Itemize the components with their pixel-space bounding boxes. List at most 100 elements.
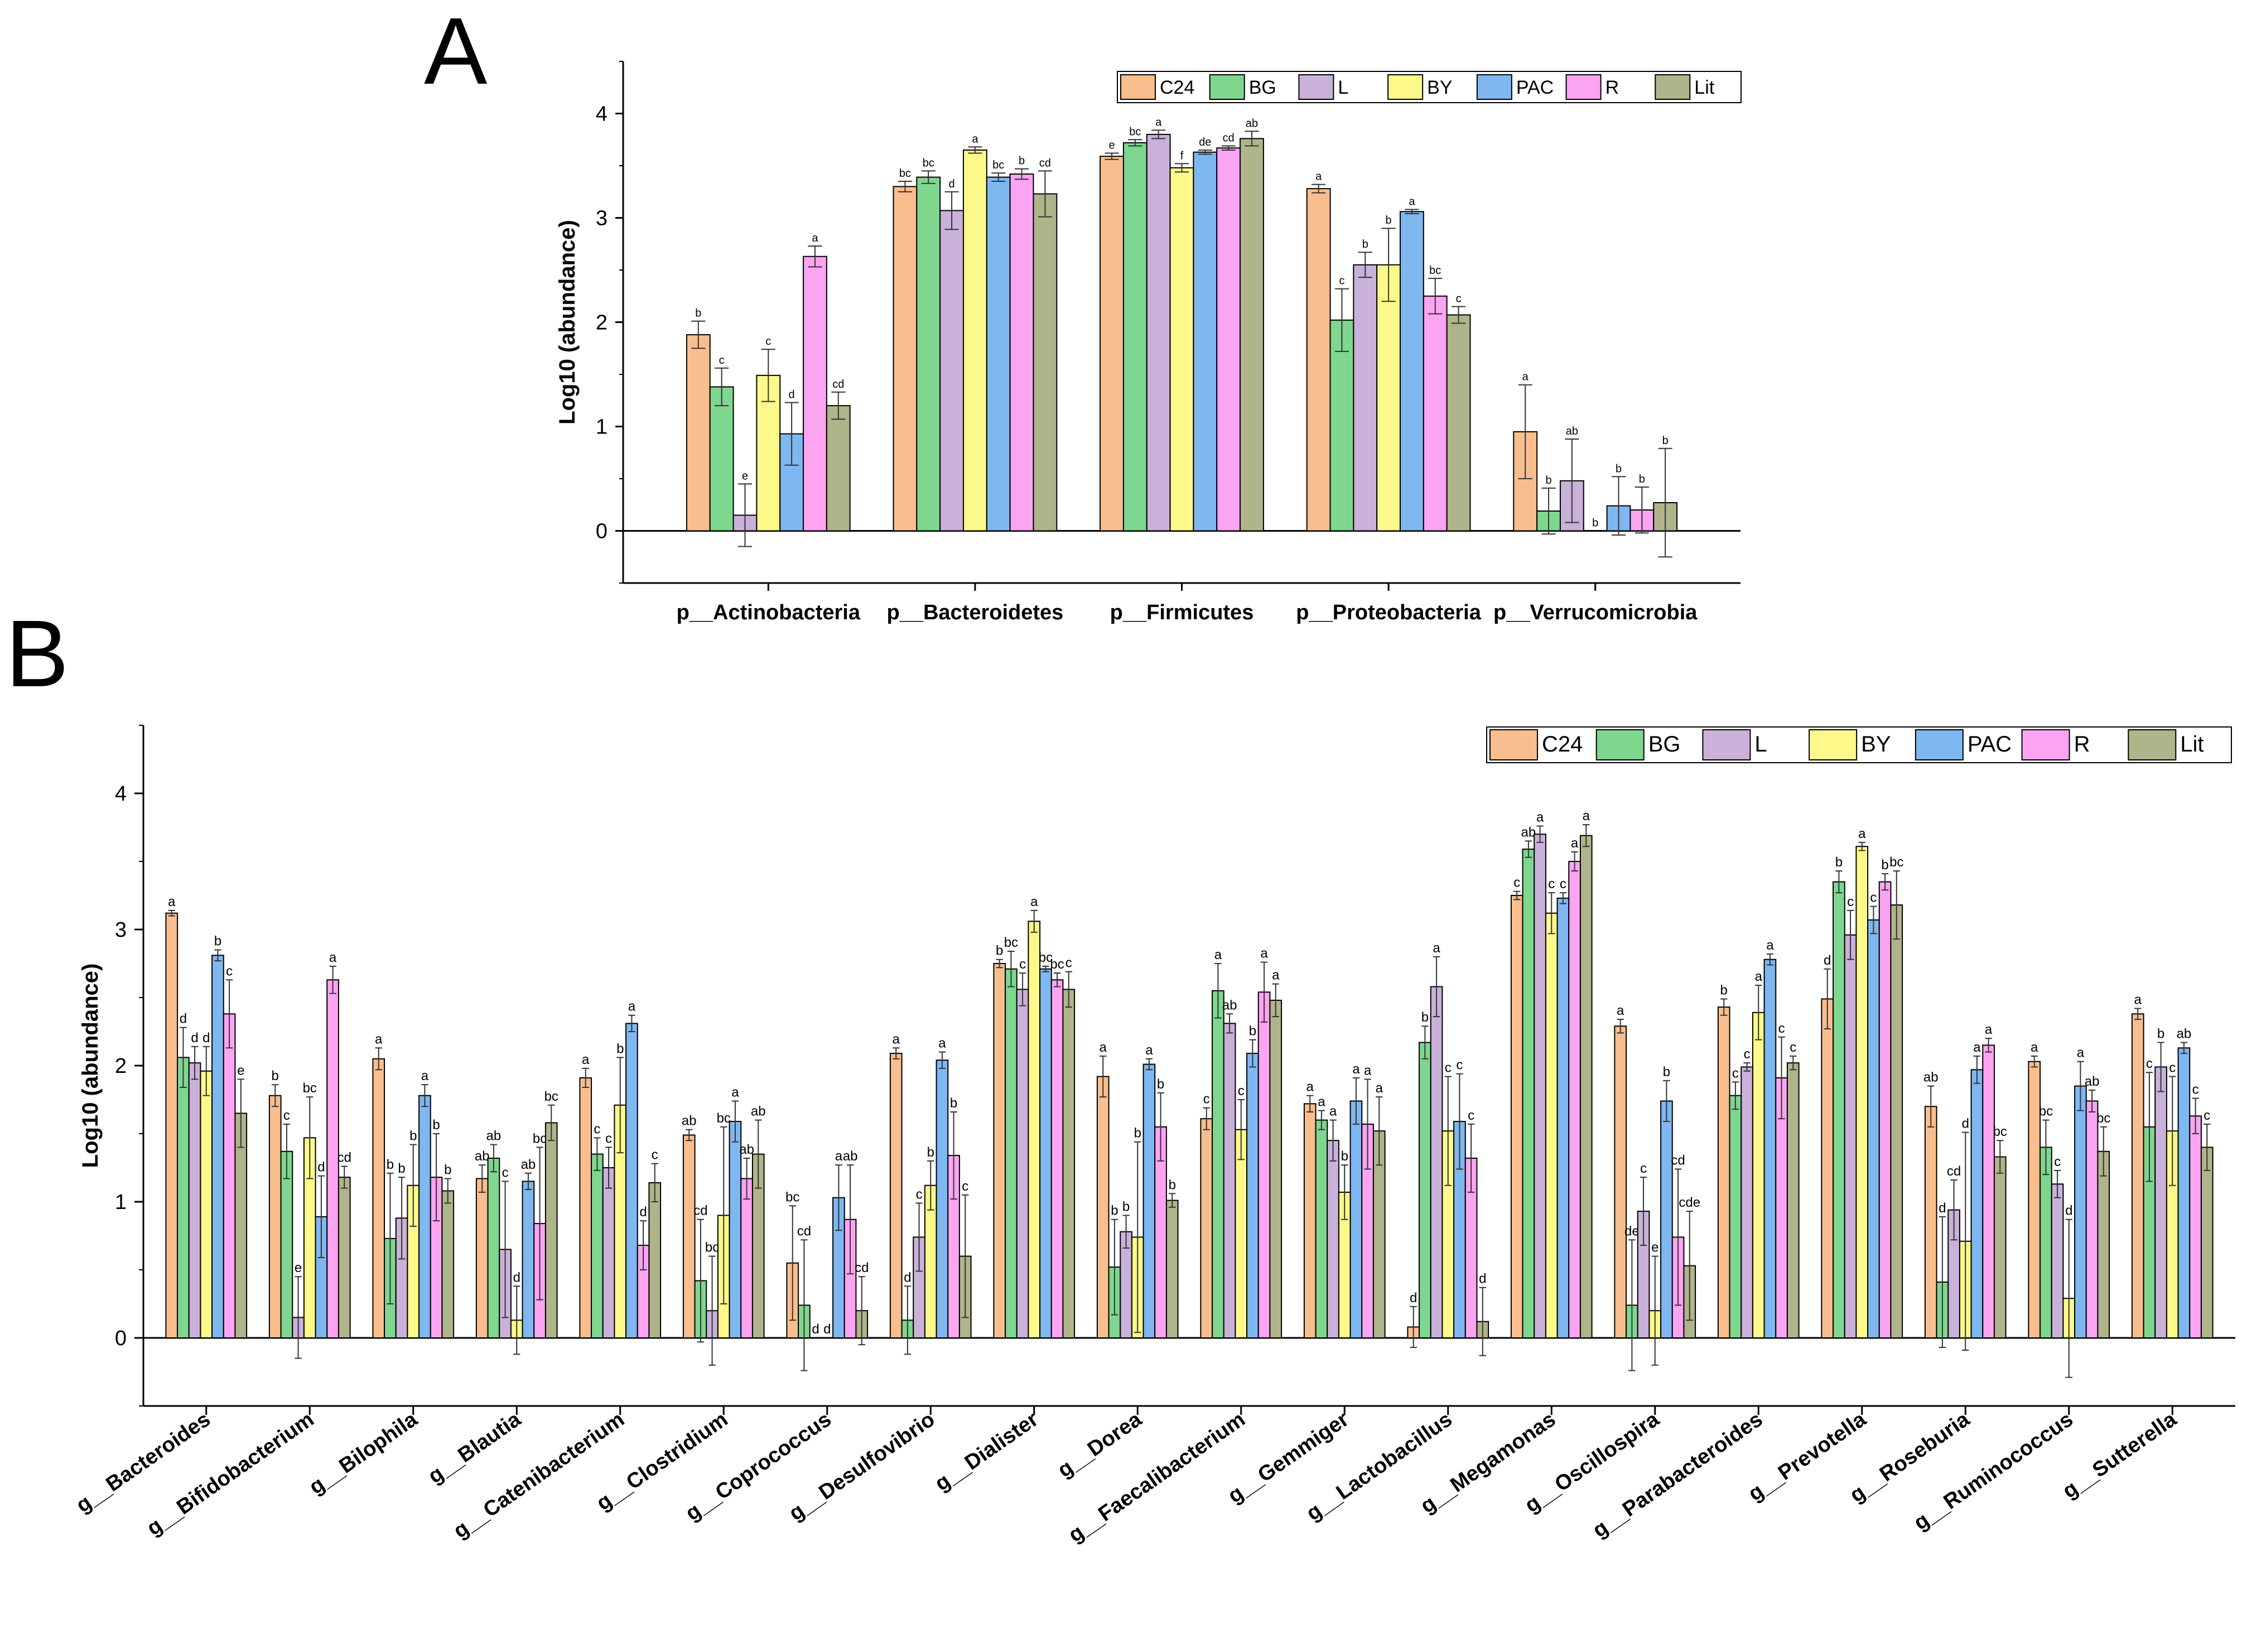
sig-letter-a-p-actinobacteria-lit: cd (832, 378, 844, 391)
bar-b-g-bacteroides-by (200, 1070, 213, 1338)
sig-letter-b-g-blautia-bg: ab (486, 1129, 502, 1144)
bar-b-g-blautia-c24 (475, 1178, 489, 1339)
y-tick-label-b-0: 0 (115, 1327, 127, 1350)
sig-letter-b-g-roseburia-lit: bc (1993, 1124, 2007, 1139)
sig-letter-b-g-dorea-l: b (1122, 1199, 1130, 1214)
bar-b-g-ruminococcus-pac (2074, 1085, 2087, 1338)
category-label-a-p-verrucomicrobia: p__Verrucomicrobia (1493, 601, 1698, 624)
legend-label-a-c24: C24 (1160, 77, 1194, 98)
bar-a-p-firmicutes-by (1169, 167, 1194, 532)
sig-letter-a-p-actinobacteria-l: e (742, 470, 748, 482)
sig-letter-b-g-roseburia-by: d (1962, 1116, 1969, 1131)
sig-letter-b-g-catenibacterium-pac: a (628, 999, 636, 1014)
sig-letter-a-p-firmicutes-r: cd (1223, 132, 1235, 144)
bar-b-g-prevotella-r (1878, 881, 1892, 1338)
bar-b-g-roseburia-r (1982, 1044, 1995, 1338)
bar-b-g-ruminococcus-c24 (2028, 1061, 2041, 1339)
sig-letter-b-g-desulfovibrio-r: b (950, 1096, 957, 1111)
sig-letter-a-p-actinobacteria-r: a (812, 232, 818, 244)
legend-label-b-by: BY (1861, 732, 1891, 757)
sig-letter-a-p-verrucomicrobia-l: ab (1566, 425, 1578, 437)
sig-letter-b-g-parabacteroides-lit: c (1790, 1040, 1796, 1055)
sig-letter-a-p-bacteroidetes-bg: bc (923, 157, 934, 169)
sig-letter-b-g-catenibacterium-bg: c (594, 1121, 600, 1136)
bar-a-p-firmicutes-bg (1122, 142, 1147, 532)
bar-b-g-desulfovibrio-c24 (889, 1053, 903, 1339)
bar-b-g-desulfovibrio-pac (936, 1059, 949, 1338)
sig-letter-b-g-dialister-by: a (1030, 894, 1038, 909)
bar-b-g-bacteroides-l (188, 1062, 201, 1338)
sig-letter-b-g-roseburia-l: cd (1947, 1164, 1961, 1179)
sig-letter-b-g-desulfovibrio-lit: c (962, 1179, 968, 1194)
sig-letter-b-g-bifidobacterium-bg: c (283, 1108, 290, 1123)
sig-letter-a-p-firmicutes-pac: de (1199, 136, 1211, 148)
legend-label-a-by: BY (1427, 77, 1452, 98)
sig-letter-a-p-actinobacteria-bg: c (719, 354, 725, 367)
sig-letter-b-g-blautia-r: bc (533, 1131, 547, 1146)
y-tick-label-b-1: 1 (115, 1191, 127, 1214)
sig-letter-b-g-coprococcus-lit: cd (855, 1260, 869, 1275)
sig-letter-b-g-sutterella-r: c (2192, 1082, 2199, 1097)
sig-letter-b-g-clostridium-r: ab (739, 1142, 754, 1157)
sig-letter-a-p-proteobacteria-lit: c (1456, 292, 1462, 305)
bar-b-g-prevotella-pac (1867, 919, 1880, 1339)
legend-swatch-a-by (1387, 74, 1424, 100)
bar-b-g-ruminococcus-bg (2040, 1147, 2052, 1338)
sig-letter-b-g-coprococcus-by: d (823, 1322, 831, 1337)
sig-letter-b-g-oscillospira-pac: b (1663, 1065, 1670, 1080)
sig-letter-b-g-lactobacillus-c24: d (1410, 1290, 1417, 1306)
legend-label-a-bg: BG (1249, 77, 1276, 98)
sig-letter-b-g-bilophila-pac: a (421, 1068, 429, 1083)
sig-letter-b-g-megamonas-bg: ab (1521, 825, 1536, 840)
bar-b-g-dialister-bg (1005, 968, 1018, 1338)
bar-b-g-parabacteroides-l (1740, 1066, 1753, 1338)
bar-a-p-actinobacteria-lit (826, 405, 851, 532)
category-label-b-g-sutterella: g__Sutterella (2058, 1407, 2181, 1503)
sig-letter-a-p-proteobacteria-c24: a (1315, 171, 1322, 183)
sig-letter-b-g-gemmiger-pac: a (1352, 1062, 1360, 1077)
sig-letter-b-g-dorea-r: b (1157, 1077, 1164, 1092)
category-label-a-p-bacteroidetes: p__Bacteroidetes (886, 601, 1063, 624)
sig-letter-b-g-bacteroides-c24: a (168, 894, 176, 909)
sig-letter-b-g-oscillospira-r: cd (1671, 1153, 1685, 1168)
bar-b-g-dorea-lit (1165, 1200, 1179, 1339)
bar-b-g-gemmiger-c24 (1303, 1103, 1317, 1338)
bar-b-g-dorea-c24 (1096, 1076, 1110, 1339)
sig-letter-b-g-desulfovibrio-l: c (916, 1187, 923, 1202)
bar-b-g-oscillospira-c24 (1614, 1025, 1627, 1338)
sig-letter-b-g-bacteroides-l: d (191, 1030, 198, 1046)
category-label-a-p-actinobacteria: p__Actinobacteria (677, 601, 861, 624)
sig-letter-a-p-verrucomicrobia-by: b (1592, 517, 1598, 529)
bar-a-p-proteobacteria-pac (1400, 211, 1424, 532)
bar-b-g-dialister-by (1028, 921, 1041, 1338)
bar-b-g-roseburia-c24 (1924, 1106, 1937, 1338)
sig-letter-b-g-ruminococcus-c24: a (2031, 1040, 2038, 1055)
sig-letter-b-g-prevotella-c24: d (1824, 953, 1831, 968)
legend-swatch-b-pac (1915, 729, 1964, 760)
y-axis-label-a: Log10 (abundance) (555, 220, 580, 425)
sig-letter-a-p-verrucomicrobia-bg: b (1545, 474, 1551, 487)
bar-b-g-catenibacterium-c24 (579, 1077, 592, 1338)
sig-letter-b-g-dorea-lit: b (1169, 1177, 1176, 1192)
sig-letter-b-g-parabacteroides-c24: b (1720, 982, 1728, 998)
sig-letter-b-g-lactobacillus-bg: b (1421, 1010, 1429, 1025)
sig-letter-b-g-megamonas-lit: a (1583, 808, 1590, 823)
legend-swatch-b-by (1809, 729, 1858, 760)
sig-letter-a-p-proteobacteria-pac: a (1409, 196, 1415, 208)
y-tick-label-a-3: 3 (596, 207, 607, 230)
sig-letter-b-g-bilophila-r: b (432, 1118, 440, 1133)
sig-letter-b-g-bacteroides-pac: b (214, 934, 221, 949)
sig-letter-b-g-coprococcus-r: ab (843, 1149, 858, 1164)
sig-letter-b-g-lactobacillus-lit: d (1479, 1271, 1486, 1287)
bar-a-p-bacteroidetes-l (939, 210, 964, 532)
bar-b-g-prevotella-c24 (1821, 998, 1834, 1338)
sig-letter-b-g-bifidobacterium-r: a (329, 950, 337, 965)
sig-letter-b-g-megamonas-pac: c (1560, 876, 1566, 892)
bar-b-g-ruminococcus-lit (2097, 1150, 2110, 1338)
bar-a-p-actinobacteria-r (803, 256, 827, 532)
sig-letter-b-g-clostridium-lit: ab (751, 1104, 766, 1119)
legend-label-b-l: L (1754, 732, 1767, 757)
bar-b-g-sutterella-pac (2177, 1047, 2191, 1338)
sig-letter-b-g-roseburia-c24: ab (1923, 1070, 1939, 1085)
